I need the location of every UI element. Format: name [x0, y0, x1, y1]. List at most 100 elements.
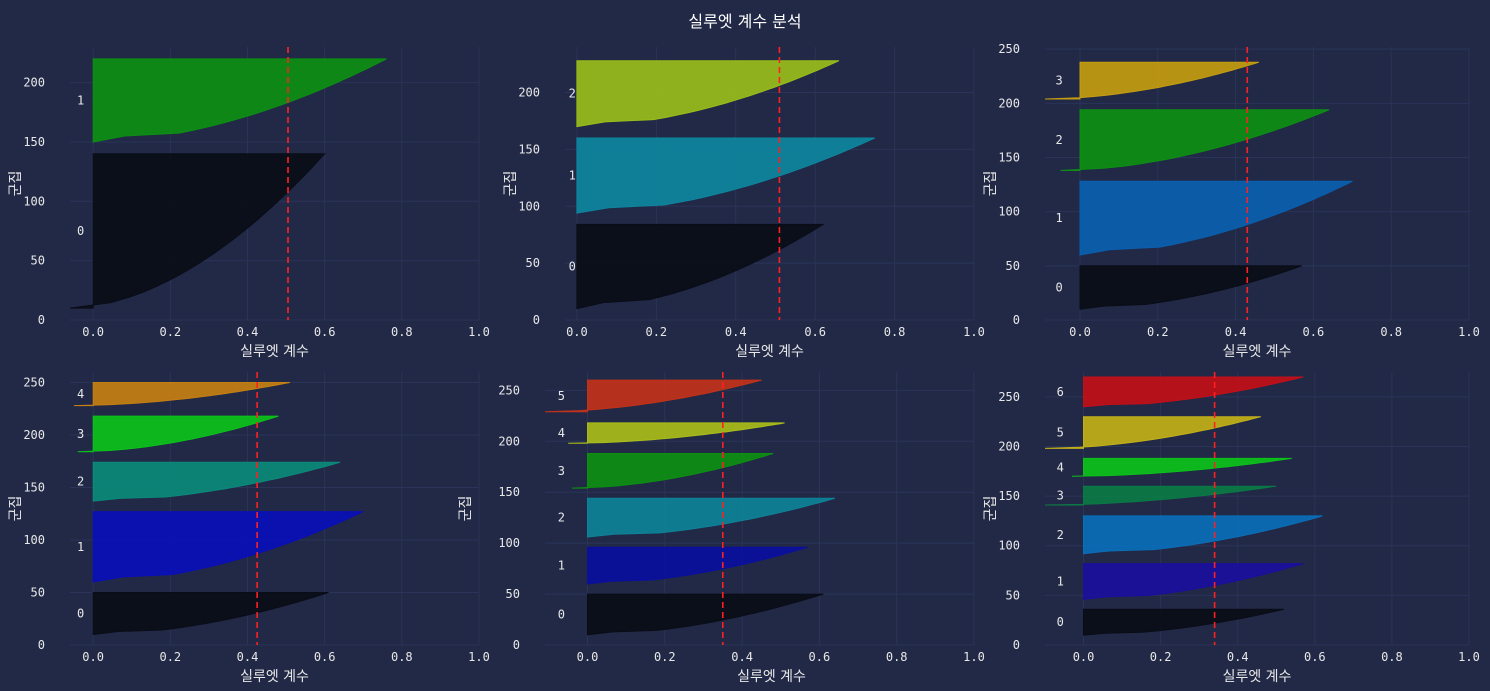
cluster-0-silhouette	[1079, 265, 1302, 310]
y-tick-label: 250	[23, 376, 45, 390]
cluster-6-silhouette	[1083, 376, 1304, 408]
y-tick-label: 50	[1006, 588, 1020, 602]
x-tick-label: 0.2	[654, 650, 676, 664]
y-tick-label: 0	[38, 638, 45, 652]
x-tick-label: 0.8	[886, 650, 908, 664]
y-tick-label: 150	[498, 485, 520, 499]
x-tick-label: 1.0	[468, 650, 490, 664]
cluster-4-silhouette	[1071, 457, 1292, 477]
y-tick-label: 50	[526, 256, 540, 270]
cluster-label: 3	[558, 464, 565, 478]
x-tick-label: 0.0	[82, 325, 104, 339]
cluster-label: 3	[1056, 74, 1063, 88]
x-tick-label: 0.8	[884, 325, 906, 339]
y-tick-label: 0	[533, 313, 540, 327]
cluster-0-silhouette	[587, 593, 824, 636]
cluster-label: 2	[1057, 528, 1064, 542]
cluster-0-silhouette	[69, 153, 326, 309]
cluster-label: 1	[1057, 574, 1064, 588]
cluster-2-silhouette	[1060, 109, 1330, 171]
y-tick-label: 200	[998, 96, 1020, 110]
y-tick-label: 150	[518, 142, 540, 156]
y-tick-label: 200	[23, 76, 45, 90]
cluster-label: 2	[77, 475, 84, 489]
y-tick-label: 50	[1006, 259, 1020, 273]
cluster-2-silhouette	[576, 60, 840, 128]
cluster-0-silhouette	[92, 592, 329, 636]
x-tick-label: 0.6	[804, 325, 826, 339]
x-axis-label: 실루엣 계수	[1223, 344, 1292, 360]
x-tick-label: 0.2	[159, 650, 181, 664]
y-tick-label: 0	[1013, 313, 1020, 327]
x-tick-label: 0.4	[725, 325, 747, 339]
cluster-5-silhouette	[544, 379, 762, 413]
silhouette-panel-6: 0 1 2 3 4 5 6 0.0 0.2 0.4 0.6 0.8 1.0 0 50 100 150 200 250…	[983, 372, 1480, 685]
x-tick-label: 0.2	[1147, 325, 1169, 339]
y-tick-label: 0	[1013, 638, 1020, 652]
cluster-label: 0	[558, 607, 565, 621]
cluster-2-silhouette	[1083, 515, 1323, 555]
x-tick-label: 1.0	[963, 650, 985, 664]
y-tick-label: 250	[998, 42, 1020, 56]
y-tick-label: 250	[998, 390, 1020, 404]
x-tick-label: 0.8	[1381, 650, 1403, 664]
y-tick-label: 200	[23, 428, 45, 442]
cluster-1-silhouette	[92, 511, 364, 583]
silhouette-panel-2: 0 1 2 0.0 0.2 0.4 0.6 0.8 1.0 0 50 100 150 200 실루엣 계수 군…	[503, 47, 985, 360]
y-tick-label: 50	[31, 254, 45, 268]
x-tick-label: 1.0	[468, 325, 490, 339]
silhouette-panel-1: 0 1 0.0 0.2 0.4 0.6 0.8 1.0 0 50 100 150 200 실루엣 계수 군집	[8, 47, 490, 360]
cluster-label: 2	[569, 87, 576, 101]
x-tick-label: 0.2	[159, 325, 181, 339]
cluster-label: 3	[1057, 489, 1064, 503]
y-tick-label: 200	[498, 434, 520, 448]
x-tick-label: 1.0	[1458, 650, 1480, 664]
y-tick-label: 100	[498, 536, 520, 550]
cluster-1-silhouette	[1083, 563, 1304, 600]
x-tick-label: 0.2	[645, 325, 667, 339]
x-tick-label: 0.6	[314, 325, 336, 339]
cluster-label: 0	[77, 224, 84, 238]
cluster-label: 4	[558, 426, 565, 440]
silhouette-panel-3: 0 1 2 3 0.0 0.2 0.4 0.6 0.8 1.0 0 50 100 150 200 250 실루엣…	[983, 42, 1480, 360]
x-tick-label: 0.6	[809, 650, 831, 664]
cluster-label: 0	[1057, 615, 1064, 629]
x-tick-label: 0.0	[577, 650, 599, 664]
cluster-1-silhouette	[92, 58, 387, 143]
x-tick-label: 0.0	[1069, 325, 1091, 339]
cluster-4-silhouette	[73, 382, 290, 407]
cluster-1-silhouette	[1079, 180, 1353, 256]
cluster-0-silhouette	[1083, 608, 1285, 636]
y-tick-label: 0	[38, 313, 45, 327]
x-axis-label: 실루엣 계수	[1223, 669, 1292, 685]
y-tick-label: 100	[23, 194, 45, 208]
x-tick-label: 0.0	[82, 650, 104, 664]
cluster-label: 1	[77, 93, 84, 107]
cluster-4-silhouette	[568, 422, 785, 444]
cluster-2-silhouette	[92, 461, 341, 502]
y-tick-label: 50	[31, 586, 45, 600]
cluster-label: 1	[77, 540, 84, 554]
y-tick-label: 100	[998, 539, 1020, 553]
x-axis-label: 실루엣 계수	[737, 669, 806, 685]
y-axis-label: 군집	[503, 171, 519, 197]
x-tick-label: 0.6	[1303, 325, 1325, 339]
cluster-label: 1	[1056, 211, 1063, 225]
cluster-label: 4	[1057, 460, 1064, 474]
x-tick-label: 0.4	[731, 650, 753, 664]
y-axis-label: 군집	[983, 496, 999, 522]
x-tick-label: 0.6	[1304, 650, 1326, 664]
cluster-label: 5	[558, 389, 565, 403]
x-tick-label: 0.4	[1227, 650, 1249, 664]
x-tick-label: 0.8	[391, 650, 413, 664]
x-tick-label: 0.6	[314, 650, 336, 664]
cluster-label: 1	[569, 169, 576, 183]
cluster-label: 2	[1056, 133, 1063, 147]
y-tick-label: 200	[998, 439, 1020, 453]
y-tick-label: 200	[518, 86, 540, 100]
cluster-label: 4	[77, 387, 84, 401]
cluster-3-silhouette	[77, 415, 279, 453]
cluster-3-silhouette	[1044, 485, 1277, 506]
x-tick-label: 0.4	[237, 650, 259, 664]
